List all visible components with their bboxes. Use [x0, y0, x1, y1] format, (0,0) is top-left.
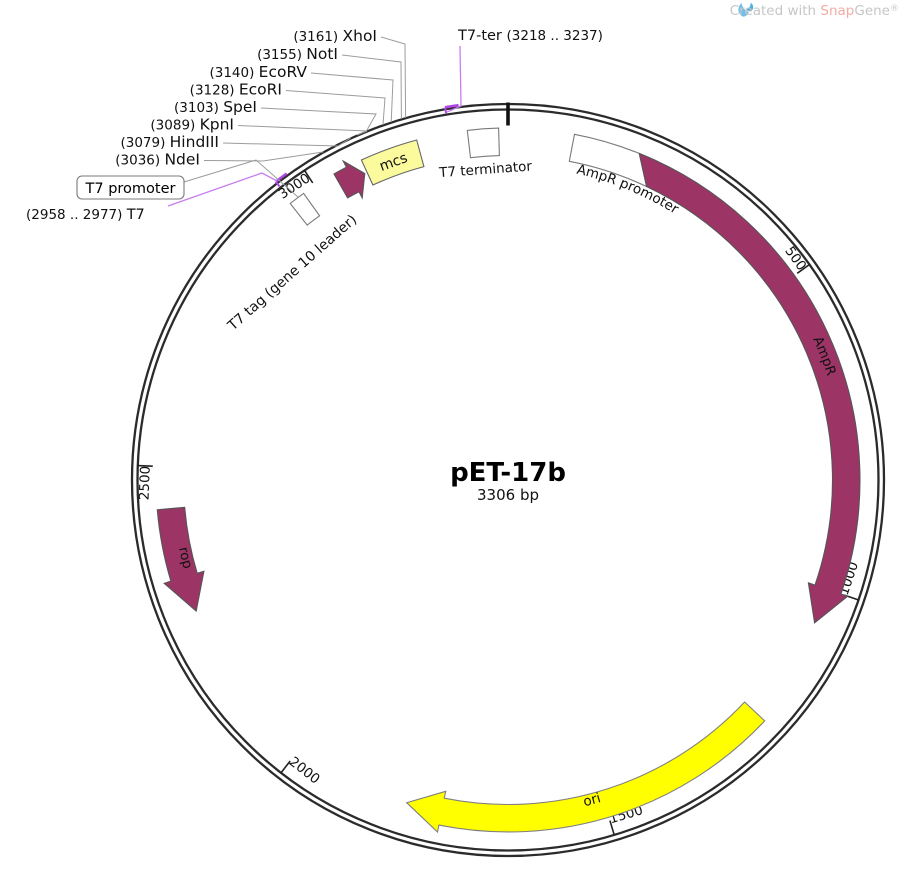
primer-label-t7[interactable]: (2958 .. 2977) T7 [26, 207, 145, 223]
enzyme-label-kpni[interactable]: (3089) KpnI [150, 116, 234, 134]
tick-mark [137, 464, 153, 467]
enzyme-callout-line-ecorv [310, 72, 394, 123]
enzyme-label-layer: (3161) XhoI(3155) NotI(3140) EcoRV(3128)… [115, 27, 377, 169]
plasmid-name: pET-17b [450, 458, 566, 488]
feature-t7-terminator[interactable] [466, 127, 500, 159]
primer-label-t7-ter[interactable]: T7-ter (3218 .. 3237) [457, 28, 603, 44]
primer-mark-stub-t7-ter [444, 107, 448, 114]
tick-mark [609, 820, 616, 836]
feature-label-t7-tag: T7 tag (gene 10 leader) [224, 212, 360, 335]
tick-label: 3000 [276, 170, 314, 202]
enzyme-label-ecorv[interactable]: (3140) EcoRV [209, 63, 307, 81]
feature-layer [156, 127, 861, 834]
tick-label: 2000 [286, 754, 323, 788]
feature-ampr[interactable] [638, 152, 861, 624]
primer-layer: T7-ter (3218 .. 3237) (2958 .. 2977) T7 [26, 28, 603, 223]
feature-label-ori: ori [582, 790, 603, 810]
backbone [130, 102, 886, 858]
enzyme-label-xhoi[interactable]: (3161) XhoI [293, 27, 377, 45]
feature-t7-promoter[interactable] [289, 192, 321, 226]
t7-promoter-callout-line [183, 159, 299, 198]
enzyme-label-ecori[interactable]: (3128) EcoRI [190, 81, 282, 99]
tick-mark [796, 263, 811, 274]
enzyme-callout-line-ecori [285, 90, 386, 125]
primer-callout-line-t7 [167, 172, 278, 207]
primer-mark-stub-t7 [275, 181, 281, 188]
snapgene-logo-icon-accent [746, 2, 754, 12]
enzyme-callout-line-noti [341, 54, 402, 119]
t7-promoter-callout[interactable]: T7 promoter [76, 159, 299, 200]
enzyme-callout-line-hindiii [222, 137, 351, 147]
enzyme-label-spei[interactable]: (3103) SpeI [174, 98, 257, 116]
feature-label-t7-terminator: T7 terminator [438, 158, 533, 181]
t7-promoter-callout-box [76, 175, 185, 200]
tick-3000: 3000 [276, 169, 314, 203]
tick-2000: 2000 [280, 754, 323, 788]
enzyme-callout-lines [203, 36, 407, 162]
plasmid-size: 3306 bp [477, 486, 539, 504]
tick-label: 2500 [136, 466, 153, 501]
tick-2500: 2500 [136, 464, 154, 501]
feature-label-rop: rop [175, 545, 196, 570]
primer-callout-line-t7-ter [446, 45, 462, 113]
enzyme-label-ndei[interactable]: (3036) NdeI [115, 151, 200, 169]
enzyme-label-hindiii[interactable]: (3079) HindIII [120, 133, 219, 151]
feature-mcs[interactable] [360, 139, 425, 186]
enzyme-callout-line-ndei [203, 151, 324, 162]
t7-promoter-callout-text: T7 promoter [85, 181, 176, 197]
enzyme-callout-line-kpni [237, 125, 368, 136]
primer-mark-t7[interactable] [274, 172, 288, 183]
tick-mark [303, 169, 314, 184]
enzyme-callout-line-spei [260, 107, 377, 132]
snapgene-logo-icon [738, 3, 749, 17]
feature-t7-tag[interactable] [333, 159, 366, 200]
enzyme-callout-line-xhoi [380, 36, 407, 118]
tick-mark [280, 760, 291, 774]
watermark-text: Created with SnapGene® [730, 3, 899, 19]
feature-ori[interactable] [405, 701, 766, 834]
snapgene-watermark: Created with SnapGene® [730, 2, 899, 19]
enzyme-label-noti[interactable]: (3155) NotI [257, 45, 338, 63]
feature-rop[interactable] [156, 506, 205, 613]
